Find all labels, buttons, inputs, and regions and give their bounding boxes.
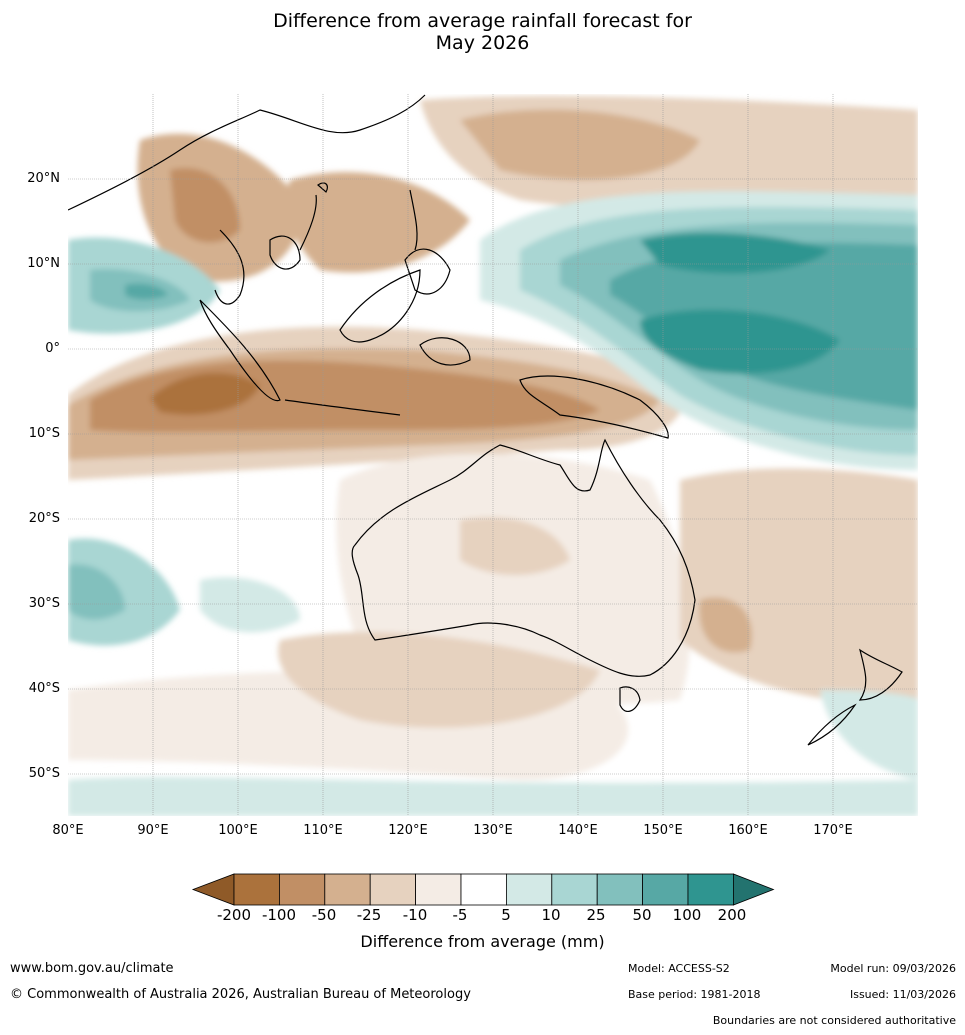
lat-label-20s: 20°S	[28, 511, 60, 526]
colorbar-swatch	[505, 873, 553, 906]
colorbar-tick-label: -50	[311, 906, 337, 924]
lon-label-170e: 170°E	[813, 823, 853, 838]
colorbar-swatch	[233, 873, 280, 906]
rainfall-anomaly-field	[68, 94, 918, 816]
colorbar-tick-label: 50	[632, 906, 652, 924]
colorbar-tick-label: 25	[586, 906, 606, 924]
lat-label-30s: 30°S	[28, 596, 60, 611]
website-link[interactable]: www.bom.gov.au/climate	[10, 961, 174, 976]
issued-text: Issued: 11/03/2026	[849, 988, 956, 1001]
colorbar-tick-label: -200	[216, 906, 252, 924]
colorbar-swatch	[369, 873, 417, 906]
coastlines	[68, 94, 903, 746]
colorbar-swatch	[460, 873, 507, 906]
model-text: Model: ACCESS-S2	[628, 962, 730, 975]
colorbar-swatch	[415, 873, 462, 906]
colorbar-swatch	[687, 873, 734, 906]
lon-label-80e: 80°E	[52, 823, 84, 838]
colorbar-tick-label: -10	[402, 906, 428, 924]
colorbar-tick-label: 100	[672, 906, 702, 924]
colorbar-swatch	[551, 873, 598, 906]
model-run-text: Model run: 09/03/2026	[830, 962, 956, 975]
graticule	[68, 94, 918, 816]
lat-label-40s: 40°S	[28, 681, 60, 696]
title-line-2: May 2026	[435, 32, 530, 54]
title-line-1: Difference from average rainfall forecas…	[273, 10, 692, 32]
colorbar-tick-label: 10	[541, 906, 561, 924]
colorbar-tick-label: -100	[261, 906, 297, 924]
lat-label-10s: 10°S	[28, 426, 60, 441]
base-period-text: Base period: 1981-2018	[628, 988, 761, 1001]
disclaimer-text: Boundaries are not considered authoritat…	[712, 1014, 956, 1027]
colorbar-swatch	[642, 873, 689, 906]
colorbar-swatch	[278, 873, 326, 906]
lon-label-160e: 160°E	[728, 823, 768, 838]
colorbar-tick-label: 5	[501, 906, 511, 924]
lon-label-110e: 110°E	[303, 823, 343, 838]
colorbar-tick-label: -25	[356, 906, 382, 924]
colorbar	[191, 873, 775, 906]
colorbar-tick-label: -5	[452, 906, 468, 924]
lon-label-100e: 100°E	[218, 823, 258, 838]
colorbar-swatch	[596, 873, 644, 906]
lon-label-90e: 90°E	[137, 823, 169, 838]
lat-label-10n: 10°N	[27, 256, 60, 271]
colorbar-arrow-low	[191, 873, 235, 906]
lon-label-150e: 150°E	[643, 823, 683, 838]
colorbar-arrow-high	[733, 873, 775, 906]
lat-label-0: 0°	[45, 341, 60, 356]
colorbar-tick-label: 200	[717, 906, 747, 924]
map-title: Difference from average rainfall forecas…	[0, 10, 965, 54]
copyright-text: © Commonwealth of Australia 2026, Austra…	[10, 987, 471, 1002]
lon-label-140e: 140°E	[558, 823, 598, 838]
lon-label-130e: 130°E	[473, 823, 513, 838]
lat-label-20n: 20°N	[27, 171, 60, 186]
lat-label-50s: 50°S	[28, 766, 60, 781]
colorbar-title: Difference from average (mm)	[360, 932, 605, 951]
lon-label-120e: 120°E	[388, 823, 428, 838]
colorbar-swatch	[324, 873, 371, 906]
